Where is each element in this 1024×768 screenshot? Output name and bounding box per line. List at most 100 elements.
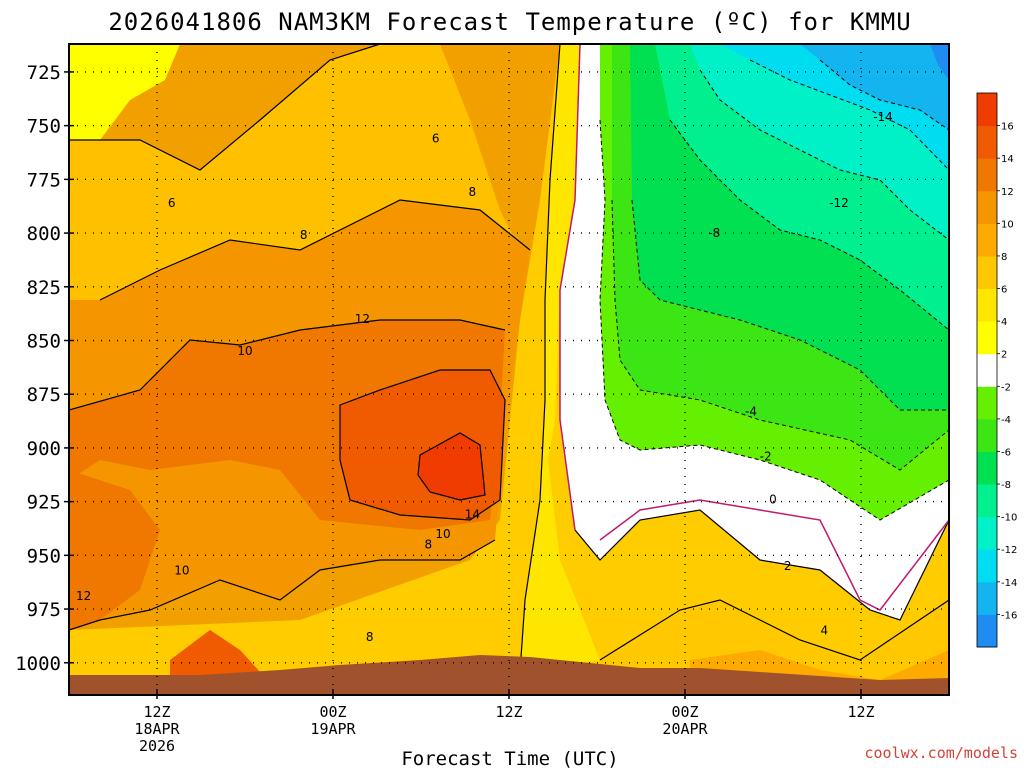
contour-label-12: -14	[873, 110, 893, 124]
contour-label-2: 6	[168, 196, 176, 210]
contour-label-15: -4	[745, 404, 757, 418]
contour-label-0: 6	[432, 132, 440, 146]
contour-label-7: 10	[435, 527, 450, 541]
colorbar-label-2: -12	[1001, 545, 1017, 556]
colorbar-label-4: -8	[1001, 480, 1011, 491]
band-minus18-minus16	[930, 44, 949, 80]
ytick-label-1000: 1000	[15, 653, 61, 675]
colorbar-swatch-11	[977, 255, 997, 290]
contour-label-10: 12	[76, 589, 91, 603]
colorbar-swatch-0	[977, 614, 997, 648]
ytick-label-925: 925	[27, 492, 61, 514]
colorbar-swatch-12	[977, 223, 997, 257]
colorbar-swatch-6	[977, 418, 997, 452]
colorbar-swatch-13	[977, 190, 997, 224]
band-12-14-left	[69, 470, 160, 630]
contour-2	[574, 509, 949, 621]
contour-field	[69, 44, 949, 695]
ytick-label-850: 850	[27, 330, 61, 352]
contour-16	[417, 432, 486, 501]
contour-label-5: 10	[237, 344, 252, 358]
colorbar-label-12: 10	[1001, 219, 1014, 230]
y-axis: 725 750 775 800 825 850 875 900 925 950 975 1000	[15, 62, 74, 675]
colorbar-label-3: -10	[1001, 513, 1017, 524]
terrain	[69, 655, 949, 695]
colorbar-label-15: 16	[1001, 122, 1014, 133]
colorbar-label-8: 2	[1001, 350, 1007, 361]
colorbar-swatch-2	[977, 549, 997, 583]
xtick-label-4-0: 12Z	[847, 703, 874, 721]
colorbar-label-10: 6	[1001, 285, 1007, 296]
ytick-label-875: 875	[27, 384, 61, 406]
band-14-16-surface	[170, 630, 260, 680]
chart-title: 2026041806 NAM3KM Forecast Temperature (…	[108, 8, 911, 36]
colorbar-frame	[976, 92, 998, 648]
colorbar-swatch-7	[977, 386, 997, 420]
contour-label-4: 12	[355, 312, 370, 326]
contour-minus6	[631, 199, 949, 411]
ytick-label-825: 825	[27, 277, 61, 299]
colorbar-swatch-1	[977, 581, 997, 615]
band-6-8-upper	[69, 44, 520, 300]
band-minus16-minus14	[800, 44, 949, 130]
colorbar: -16 -14 -12 -10 -8 -6 -4 -2 2 4 6 8 10 12 14 16	[976, 92, 1017, 648]
credit-link[interactable]: coolwx.com/models	[864, 744, 1018, 762]
contour-label-19: 4	[821, 624, 829, 638]
contour-14	[339, 369, 506, 521]
band-2-4	[520, 44, 600, 672]
colorbar-label-11: 8	[1001, 252, 1007, 263]
xtick-label-1-0: 00Z	[319, 703, 346, 721]
contour-label-18: 2	[784, 559, 792, 573]
band-minus2-2	[560, 44, 949, 620]
contour-minus4	[611, 199, 949, 471]
xtick-label-0-2: 2026	[139, 737, 175, 755]
colorbar-swatch-14	[977, 158, 997, 192]
grid	[69, 44, 949, 695]
contour-label-16: -2	[760, 450, 772, 464]
colorbar-swatch-9	[977, 321, 997, 355]
contour-0-left	[559, 44, 581, 531]
contour-8	[99, 199, 531, 301]
colorbar-label-7: -2	[1001, 382, 1011, 393]
colorbar-label-6: -4	[1001, 415, 1011, 426]
colorbar-label-9: 4	[1001, 317, 1007, 328]
contour-label-9: 10	[174, 563, 189, 577]
colorbar-swatch-10	[977, 288, 997, 322]
contour-minus10	[699, 69, 949, 241]
contour-label-14: -8	[708, 226, 720, 240]
colorbar-swatch-8	[977, 353, 997, 387]
contour-label-8: 8	[425, 538, 433, 552]
colorbar-swatch-4	[977, 484, 997, 518]
contour-4-lower	[599, 599, 949, 661]
ytick-label-800: 800	[27, 223, 61, 245]
ytick-label-975: 975	[27, 599, 61, 621]
xtick-label-1-1: 19APR	[310, 720, 356, 738]
colorbar-label-1: -14	[1001, 578, 1017, 589]
x-axis-label: Forecast Time (UTC)	[401, 748, 618, 768]
contour-lines-negative	[599, 59, 949, 521]
ytick-label-775: 775	[27, 169, 61, 191]
ytick-label-750: 750	[27, 116, 61, 138]
contour-minus12	[749, 59, 949, 171]
contour-label-13: -12	[829, 196, 849, 210]
contour-label-11: 8	[366, 630, 374, 644]
xtick-label-2-0: 12Z	[495, 703, 522, 721]
contour-10	[69, 319, 506, 411]
xtick-label-0-0: 12Z	[143, 703, 170, 721]
band-16-18	[418, 433, 485, 500]
colorbar-label-14: 14	[1001, 154, 1014, 165]
contour-10-lower	[69, 539, 496, 631]
colorbar-swatch-5	[977, 451, 997, 485]
contour-label-6: 14	[465, 508, 480, 522]
contour-label-1: 8	[469, 185, 477, 199]
ytick-label-950: 950	[27, 545, 61, 567]
contour-minus8	[669, 119, 949, 331]
colorbar-label-0: -16	[1001, 610, 1017, 621]
colorbar-swatch-3	[977, 516, 997, 550]
contour-6-left	[69, 44, 381, 171]
xtick-label-3-1: 20APR	[662, 720, 708, 738]
contour-minus14	[819, 59, 949, 131]
